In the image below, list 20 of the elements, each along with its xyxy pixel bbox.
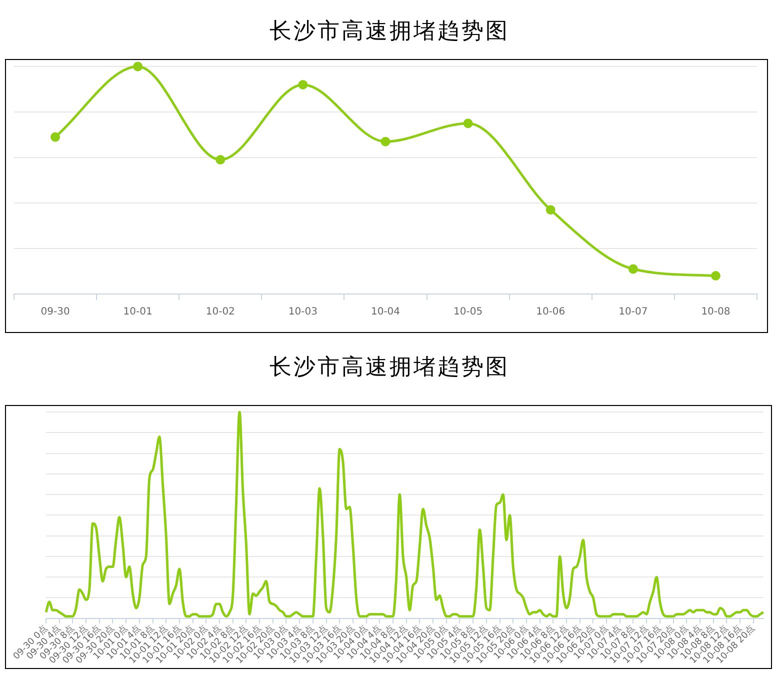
point xyxy=(710,271,720,281)
x-tick-label: 10-01 xyxy=(123,306,152,318)
x-tick-label: 10-07 xyxy=(618,306,648,318)
x-tick-label: 10-06 xyxy=(536,306,566,318)
point xyxy=(298,80,308,90)
chart-title: 长沙市高速拥堵趋势图 xyxy=(268,354,510,382)
x-tick-label: 10-02 xyxy=(206,306,235,318)
point xyxy=(216,155,226,165)
point xyxy=(133,62,143,72)
x-tick-label: 10-05 xyxy=(454,306,483,318)
x-tick-label: 10-08 xyxy=(701,306,730,318)
point xyxy=(380,136,390,146)
x-tick-label: 10-03 xyxy=(288,306,318,318)
chart-title: 长沙市高速拥堵趋势图 xyxy=(268,18,510,46)
point xyxy=(546,205,556,215)
point xyxy=(628,264,638,274)
point xyxy=(463,118,473,128)
x-tick-label: 10-04 xyxy=(370,306,400,318)
x-tick-label: 09-30 xyxy=(40,306,70,318)
point xyxy=(50,132,60,142)
